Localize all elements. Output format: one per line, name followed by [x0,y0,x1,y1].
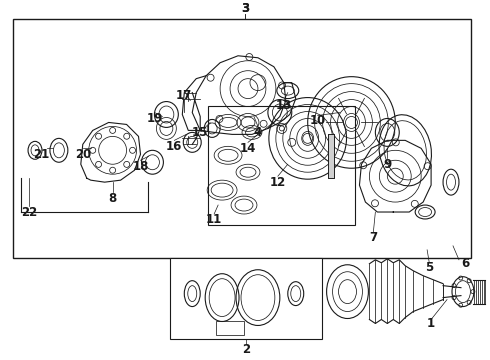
Text: 4: 4 [254,126,262,139]
Text: 17: 17 [176,89,193,102]
Text: 20: 20 [74,148,91,161]
Bar [328,134,334,178]
Bar [13,19,471,258]
Text: 10: 10 [310,114,326,127]
Text: 13: 13 [276,99,292,112]
Text: 3: 3 [241,3,249,15]
Text: 11: 11 [206,213,222,226]
Text: 6: 6 [461,257,469,270]
Bar [216,321,244,336]
Bar [208,105,355,225]
Text: 14: 14 [240,142,256,155]
Bar [328,134,334,178]
Bar [171,258,321,339]
Text: 15: 15 [192,126,208,139]
Text: 2: 2 [242,343,250,356]
Text: 3: 3 [241,3,249,15]
Text: 16: 16 [166,140,183,153]
Text: 19: 19 [146,112,163,125]
Text: 9: 9 [383,158,392,171]
Text: 12: 12 [270,176,286,189]
Text: 1: 1 [427,317,435,330]
Text: 5: 5 [425,261,433,274]
Text: 21: 21 [33,148,49,161]
Text: 8: 8 [108,192,117,204]
Text: 22: 22 [21,206,37,219]
Text: 7: 7 [369,231,377,244]
Text: 18: 18 [132,160,148,173]
